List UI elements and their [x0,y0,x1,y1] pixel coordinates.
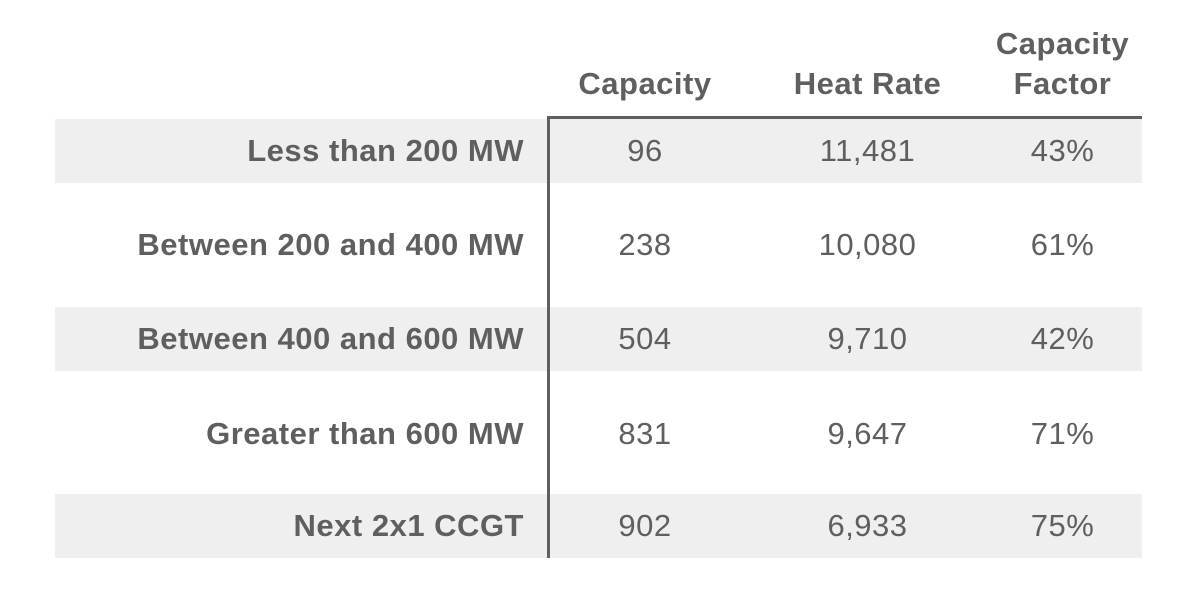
cell-heat-rate: 11,481 [819,133,916,168]
row-label: Next 2x1 CCGT [293,508,524,543]
cell-capacity: 831 [618,416,672,451]
column-header-capacity-factor: Capacity Factor [995,26,1130,101]
data-table: Capacity Heat Rate Capacity Factor Less … [55,0,1142,600]
cell-capacity: 96 [627,133,663,168]
cell-capacity-factor: 75% [1030,508,1095,543]
cell-capacity-factor: 43% [1030,133,1095,168]
column-header-heat-rate: Heat Rate [793,66,942,101]
cell-capacity: 504 [618,321,672,356]
cell-capacity-factor: 61% [1030,227,1095,262]
cell-heat-rate: 9,647 [827,416,908,451]
row-label: Between 200 and 400 MW [137,227,524,262]
cell-capacity: 902 [618,508,672,543]
row-label: Greater than 600 MW [206,416,524,451]
row-label: Between 400 and 600 MW [137,321,524,356]
vertical-divider [547,116,550,558]
cell-capacity-factor: 42% [1030,321,1095,356]
cell-heat-rate: 6,933 [827,508,908,543]
cell-capacity: 238 [618,227,672,262]
table-row: Less than 200 MW 96 11,481 43% [55,119,1142,183]
cell-heat-rate: 10,080 [818,227,917,262]
column-header-capacity: Capacity [578,66,712,101]
table-row: Next 2x1 CCGT 902 6,933 75% [55,494,1142,558]
table-row: Between 400 and 600 MW 504 9,710 42% [55,307,1142,371]
header-rule [547,116,1142,119]
row-label: Less than 200 MW [247,133,524,168]
cell-heat-rate: 9,710 [827,321,908,356]
table-header: Capacity Heat Rate Capacity Factor [55,0,1142,118]
cell-capacity-factor: 71% [1030,416,1095,451]
table-row: Greater than 600 MW 831 9,647 71% [55,402,1142,466]
table-row: Between 200 and 400 MW 238 10,080 61% [55,213,1142,277]
